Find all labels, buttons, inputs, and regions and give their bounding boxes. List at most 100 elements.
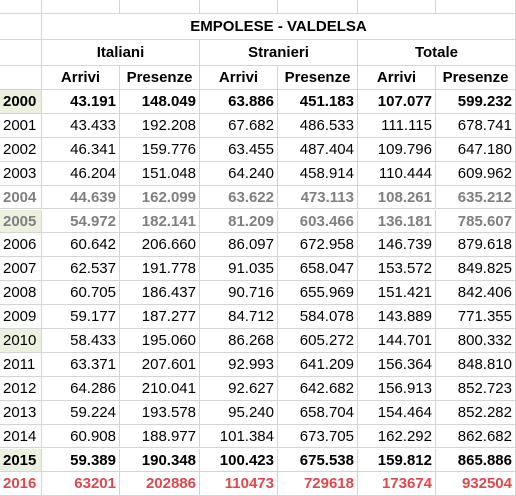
value-cell: 109.796 bbox=[358, 137, 436, 162]
value-cell: 86.268 bbox=[200, 329, 278, 353]
value-cell: 54.972 bbox=[42, 209, 120, 234]
value-cell: 191.778 bbox=[120, 257, 200, 282]
value-cell: 603.466 bbox=[278, 209, 358, 234]
value-cell: 110.444 bbox=[358, 161, 436, 186]
value-cell: 642.682 bbox=[278, 376, 358, 401]
value-cell: 44.639 bbox=[42, 185, 120, 210]
year-cell: 2010 bbox=[0, 329, 42, 353]
year-cell: 2014 bbox=[0, 424, 42, 449]
value-cell: 63.622 bbox=[200, 185, 278, 210]
value-cell: 159.812 bbox=[358, 448, 436, 473]
value-cell: 193.578 bbox=[120, 400, 200, 425]
value-cell: 647.180 bbox=[436, 137, 516, 162]
value-cell: 186.437 bbox=[120, 281, 200, 306]
value-cell: 458.914 bbox=[278, 161, 358, 186]
year-cell: 2007 bbox=[0, 257, 42, 282]
value-cell: 187.277 bbox=[120, 305, 200, 329]
value-cell: 879.618 bbox=[436, 233, 516, 258]
column-header: Presenze bbox=[278, 66, 358, 90]
value-cell: 451.183 bbox=[278, 90, 358, 114]
value-cell: 143.889 bbox=[358, 305, 436, 329]
value-cell: 173674 bbox=[358, 472, 436, 496]
value-cell: 151.421 bbox=[358, 281, 436, 306]
value-cell: 771.355 bbox=[436, 305, 516, 329]
value-cell: 673.705 bbox=[278, 424, 358, 449]
value-cell: 162.099 bbox=[120, 185, 200, 210]
value-cell: 63201 bbox=[42, 472, 120, 496]
value-cell: 59.389 bbox=[42, 448, 120, 473]
year-cell: 2006 bbox=[0, 233, 42, 258]
year-cell: 2004 bbox=[0, 185, 42, 210]
value-cell: 192.208 bbox=[120, 113, 200, 138]
value-cell: 60.642 bbox=[42, 233, 120, 258]
value-cell: 865.886 bbox=[436, 448, 516, 473]
value-cell: 92.993 bbox=[200, 352, 278, 377]
empty-cell bbox=[436, 0, 516, 14]
empty-cell bbox=[200, 0, 278, 14]
value-cell: 487.404 bbox=[278, 137, 358, 162]
value-cell: 641.209 bbox=[278, 352, 358, 377]
value-cell: 675.538 bbox=[278, 448, 358, 473]
value-cell: 86.097 bbox=[200, 233, 278, 258]
empty-cell bbox=[42, 0, 120, 14]
year-cell: 2012 bbox=[0, 376, 42, 401]
value-cell: 655.969 bbox=[278, 281, 358, 306]
value-cell: 658.047 bbox=[278, 257, 358, 282]
value-cell: 59.177 bbox=[42, 305, 120, 329]
value-cell: 46.341 bbox=[42, 137, 120, 162]
year-cell: 2016 bbox=[0, 472, 42, 496]
column-header: Arrivi bbox=[200, 66, 278, 90]
value-cell: 159.776 bbox=[120, 137, 200, 162]
year-cell: 2013 bbox=[0, 400, 42, 425]
value-cell: 849.825 bbox=[436, 257, 516, 282]
value-cell: 206.660 bbox=[120, 233, 200, 258]
value-cell: 162.292 bbox=[358, 424, 436, 449]
year-cell: 2003 bbox=[0, 161, 42, 186]
group-header: Stranieri bbox=[200, 40, 358, 66]
value-cell: 862.682 bbox=[436, 424, 516, 449]
year-cell: 2002 bbox=[0, 137, 42, 162]
value-cell: 60.908 bbox=[42, 424, 120, 449]
value-cell: 154.464 bbox=[358, 400, 436, 425]
value-cell: 146.739 bbox=[358, 233, 436, 258]
year-cell: 2011 bbox=[0, 352, 42, 377]
value-cell: 63.455 bbox=[200, 137, 278, 162]
value-cell: 108.261 bbox=[358, 185, 436, 210]
value-cell: 58.433 bbox=[42, 329, 120, 353]
column-header: Presenze bbox=[120, 66, 200, 90]
value-cell: 584.078 bbox=[278, 305, 358, 329]
value-cell: 60.705 bbox=[42, 281, 120, 306]
value-cell: 852.723 bbox=[436, 376, 516, 401]
value-cell: 156.913 bbox=[358, 376, 436, 401]
value-cell: 63.371 bbox=[42, 352, 120, 377]
value-cell: 43.433 bbox=[42, 113, 120, 138]
value-cell: 136.181 bbox=[358, 209, 436, 234]
empty-cell bbox=[278, 0, 358, 14]
empty-cell bbox=[0, 0, 42, 14]
value-cell: 842.406 bbox=[436, 281, 516, 306]
value-cell: 182.141 bbox=[120, 209, 200, 234]
empty-cell bbox=[0, 40, 42, 66]
value-cell: 678.741 bbox=[436, 113, 516, 138]
value-cell: 90.716 bbox=[200, 281, 278, 306]
value-cell: 107.077 bbox=[358, 90, 436, 114]
value-cell: 635.212 bbox=[436, 185, 516, 210]
value-cell: 81.209 bbox=[200, 209, 278, 234]
group-header: Totale bbox=[358, 40, 516, 66]
value-cell: 110473 bbox=[200, 472, 278, 496]
value-cell: 59.224 bbox=[42, 400, 120, 425]
value-cell: 729618 bbox=[278, 472, 358, 496]
year-cell: 2015 bbox=[0, 448, 42, 473]
value-cell: 609.962 bbox=[436, 161, 516, 186]
empty-cell bbox=[120, 0, 200, 14]
value-cell: 63.886 bbox=[200, 90, 278, 114]
value-cell: 156.364 bbox=[358, 352, 436, 377]
value-cell: 100.423 bbox=[200, 448, 278, 473]
value-cell: 92.627 bbox=[200, 376, 278, 401]
value-cell: 43.191 bbox=[42, 90, 120, 114]
column-header: Arrivi bbox=[42, 66, 120, 90]
column-header: Presenze bbox=[436, 66, 516, 90]
value-cell: 672.958 bbox=[278, 233, 358, 258]
year-cell: 2008 bbox=[0, 281, 42, 306]
year-cell: 2005 bbox=[0, 209, 42, 234]
